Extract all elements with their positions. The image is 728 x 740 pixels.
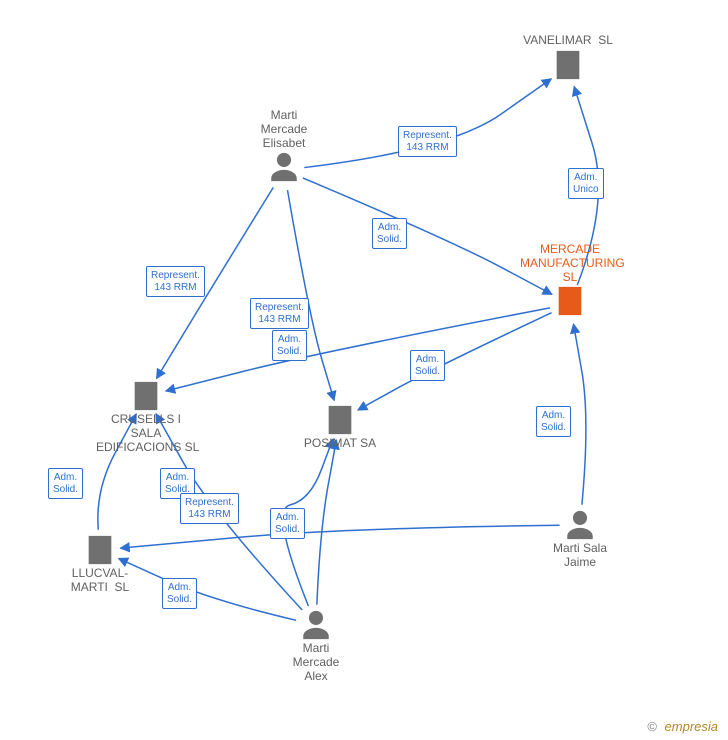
node-elisabet[interactable]: Marti Mercade Elisabet — [234, 109, 334, 184]
edge-label: Adm. Solid. — [270, 508, 305, 539]
edge-label: Adm. Solid. — [272, 330, 307, 361]
node-mercade[interactable]: MERCADE MANUFACTURING SL — [520, 243, 620, 318]
edge-mercade-crusells — [166, 308, 550, 391]
edge-label: Adm. Unico — [568, 168, 604, 199]
node-vanelimar[interactable]: VANELIMAR SL — [518, 34, 618, 82]
edge-mercade-posimat — [358, 313, 552, 410]
node-llucval[interactable]: LLUCVAL- MARTI SL — [50, 533, 150, 595]
edge-label: Adm. Solid. — [162, 578, 197, 609]
edge-label: Adm. Solid. — [410, 350, 445, 381]
person-icon — [267, 150, 301, 184]
edge-alex-posimat — [317, 440, 336, 605]
building-icon — [129, 379, 163, 413]
edge-label: Adm. Solid. — [48, 468, 83, 499]
node-label: LLUCVAL- MARTI SL — [50, 567, 150, 595]
person-icon — [299, 608, 333, 642]
edge-elisabet-posimat — [287, 190, 334, 400]
edge-label: Represent. 143 RRM — [146, 266, 205, 297]
node-label: Marti Sala Jaime — [530, 542, 630, 570]
node-label: POSIMAT SA — [290, 437, 390, 451]
node-crusells[interactable]: CRUSELLS I SALA EDIFICACIONS SL — [96, 379, 196, 454]
node-label: Marti Mercade Alex — [266, 642, 366, 683]
node-label: VANELIMAR SL — [518, 34, 618, 48]
edge-label: Represent. 143 RRM — [250, 298, 309, 329]
building-icon — [323, 403, 357, 437]
edge-label: Represent. 143 RRM — [398, 126, 457, 157]
edge-label: Represent. 143 RRM — [180, 493, 239, 524]
node-jaime[interactable]: Marti Sala Jaime — [530, 508, 630, 570]
person-icon — [563, 508, 597, 542]
edge-label: Adm. Solid. — [372, 218, 407, 249]
node-label: CRUSELLS I SALA EDIFICACIONS SL — [96, 413, 196, 454]
building-icon — [551, 48, 585, 82]
building-icon — [83, 533, 117, 567]
edge-jaime-llucval — [120, 525, 559, 548]
node-alex[interactable]: Marti Mercade Alex — [266, 608, 366, 683]
edge-jaime-mercade — [574, 324, 586, 505]
diagram-canvas: VANELIMAR SL Marti Mercade Elisabet MERC… — [0, 0, 728, 740]
edge-label: Adm. Solid. — [536, 406, 571, 437]
copyright-symbol: © — [647, 719, 657, 734]
edge-elisabet-mercade — [303, 178, 552, 294]
watermark-text: empresia — [665, 719, 718, 734]
watermark: © empresia — [647, 719, 718, 734]
node-posimat[interactable]: POSIMAT SA — [290, 403, 390, 451]
node-label: Marti Mercade Elisabet — [234, 109, 334, 150]
node-label: MERCADE MANUFACTURING SL — [520, 243, 620, 284]
building-icon — [553, 284, 587, 318]
